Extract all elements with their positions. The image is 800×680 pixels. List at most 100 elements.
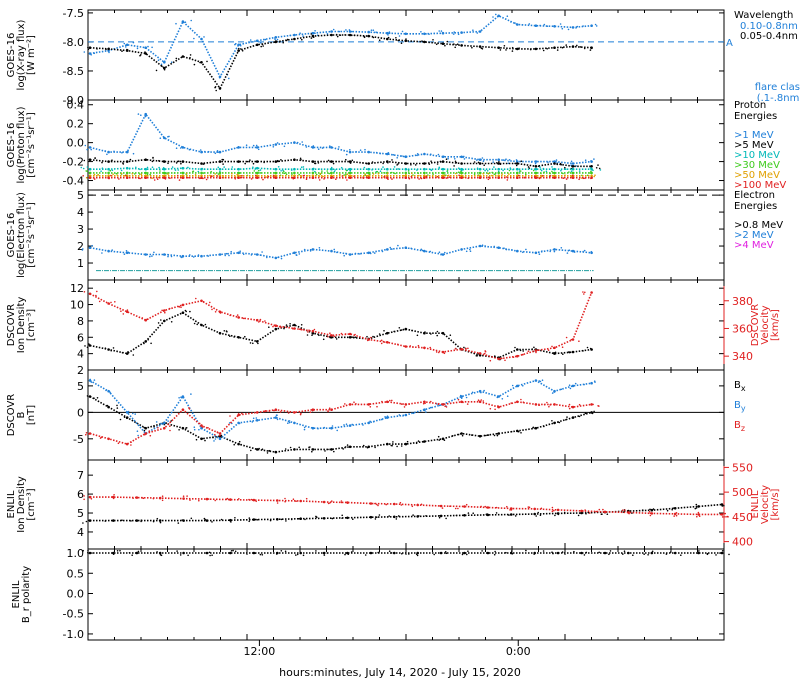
y-tick-label: 5 [77, 380, 84, 393]
data-point-velocity [200, 299, 203, 303]
data-point-2-mev [163, 253, 166, 256]
data-point-velocity [578, 340, 580, 343]
data-point-velocity [182, 497, 185, 500]
data-point-b-r-polarity [229, 551, 232, 555]
data-point-0-05-0-4nm [144, 51, 146, 53]
data-point-bx [311, 450, 313, 453]
legend-entry-5-mev: >5 MeV [734, 140, 774, 151]
data-point-velocity [534, 349, 538, 352]
data-point-velocity [122, 313, 125, 315]
data-point-velocity [299, 328, 301, 331]
data-point-bz [300, 412, 302, 415]
data-point-0-05-0-4nm [175, 57, 178, 60]
data-point-30-mev [285, 173, 288, 176]
data-point-2-mev [255, 253, 259, 256]
data-point-100-mev [273, 176, 275, 178]
y-tick-label: 10 [70, 299, 84, 312]
data-point-0-05-0-4nm [511, 50, 514, 52]
data-point-10-mev [218, 167, 222, 171]
data-point-10-mev [423, 167, 426, 171]
data-point-10-mev [139, 168, 141, 171]
data-point-2-mev [81, 249, 84, 251]
data-point-velocity [152, 497, 155, 500]
data-point-velocity [291, 327, 294, 330]
data-point-0-05-0-4nm [481, 48, 484, 50]
data-point-30-mev [343, 174, 346, 176]
data-point-10-mev [382, 166, 384, 168]
series-line-ion-density [90, 503, 723, 522]
data-point-bz [369, 403, 371, 405]
data-point-bz [169, 429, 171, 432]
legend-entry-0-10-0-8nm: 0.10-0.8nm [740, 21, 798, 32]
data-point-bz [130, 444, 132, 446]
data-point-1-mev [255, 144, 258, 147]
data-point-2-mev [189, 254, 191, 256]
data-point-10-mev [231, 168, 233, 170]
data-point-velocity [457, 507, 459, 510]
data-point-10-mev [518, 170, 521, 172]
data-point-ion-density [386, 331, 389, 335]
data-point-0-10-0-8nm [367, 30, 371, 34]
data-point-0-05-0-4nm [589, 49, 592, 51]
data-point-50-mev [105, 175, 107, 177]
data-point-0-05-0-4nm [404, 39, 408, 43]
data-point-2-mev [274, 256, 278, 260]
y-tick-label: 7 [77, 469, 84, 482]
data-point-100-mev [578, 178, 580, 181]
data-point-5-mev [439, 160, 442, 163]
data-point-ion-density [642, 509, 644, 511]
data-point-b-r-polarity [364, 554, 367, 556]
data-point-ion-density [522, 350, 524, 352]
data-point-ion-density [568, 351, 571, 354]
data-point-10-mev [560, 169, 562, 172]
legend-entry-2-mev: >2 MeV [734, 230, 774, 241]
data-point-0-05-0-4nm [576, 44, 578, 47]
data-point-2-mev [573, 251, 576, 253]
data-point-bz [408, 403, 411, 406]
data-point-50-mev [593, 175, 595, 178]
data-point-ion-density [234, 517, 236, 519]
legend-entry-4-mev: >4 MeV [734, 240, 774, 251]
data-point-0-10-0-8nm [314, 30, 316, 32]
data-point-bz [355, 403, 357, 405]
data-point-100-mev [571, 176, 575, 179]
data-point-100-mev [250, 178, 253, 180]
data-point-1-mev [132, 152, 135, 155]
data-point-velocity [380, 339, 383, 342]
data-point-b-r-polarity [234, 550, 237, 553]
data-point-ion-density [585, 513, 587, 515]
data-point-ion-density [322, 338, 325, 341]
data-point-0-10-0-8nm [497, 14, 501, 18]
data-point-bx [438, 439, 441, 441]
data-point-ion-density [463, 346, 465, 349]
data-point-bx [520, 432, 522, 434]
data-point-100-mev [311, 176, 315, 179]
data-point-bz [198, 422, 201, 425]
data-point-5-mev [527, 166, 530, 168]
data-point-0-05-0-4nm [516, 47, 519, 51]
data-point-0-10-0-8nm [326, 33, 329, 35]
data-point-30-mev [133, 173, 136, 175]
data-point-0-10-0-8nm [249, 39, 252, 41]
data-point-2-mev [318, 247, 321, 249]
data-point-1-mev [305, 146, 308, 148]
data-point-5-mev [351, 159, 354, 162]
data-point-by [501, 398, 504, 400]
data-point-5-mev [237, 161, 239, 163]
data-point-1-mev [590, 160, 592, 162]
data-point-ion-density [441, 331, 445, 335]
legend-entry-bx: Bx [734, 380, 746, 393]
data-point-velocity [264, 320, 266, 322]
data-point-bx [107, 405, 110, 409]
data-point-0-10-0-8nm [388, 31, 391, 33]
data-point-b-r-polarity [315, 550, 317, 552]
data-point-1-mev [127, 151, 129, 153]
data-point-5-mev [428, 163, 431, 165]
data-point-0-10-0-8nm [476, 32, 479, 34]
data-point-2-mev [367, 251, 371, 255]
data-point-velocity [147, 318, 149, 321]
data-point-bx [165, 422, 168, 424]
data-point-ion-density [430, 333, 432, 335]
data-point-2-mev [438, 251, 441, 253]
data-point-5-mev [514, 162, 516, 165]
